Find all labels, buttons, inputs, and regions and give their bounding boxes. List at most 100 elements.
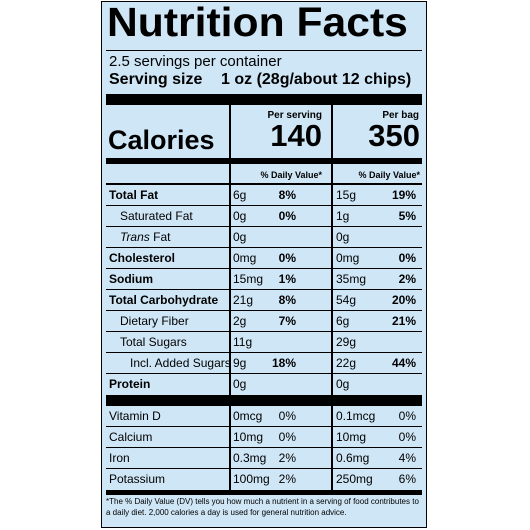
nutrient-row-dietary-fiber: Dietary Fiber 2g 7% 6g 21% [106,311,422,332]
dv-per-bag: 0% [398,409,416,423]
amount-per-serving: 6g [233,188,247,202]
dv-per-serving: 2% [278,451,296,465]
calories-per-serving: 140 [270,118,322,153]
title-rule [106,50,422,51]
amount-per-bag: 250mg [336,472,373,486]
nutrient-name: Dietary Fiber [120,314,189,328]
dv-per-bag: 21% [391,314,416,328]
column-divider-serving [229,105,231,490]
amount-per-serving: 0mcg [233,409,263,423]
vitamin-row-calcium: Calcium 10mg 0% 10mg 0% [106,427,422,448]
nutrient-name: Saturated Fat [120,209,193,223]
nutrition-facts-label: Nutrition Facts 2.5 servings per contain… [101,0,427,528]
vitamin-row-iron: Iron 0.3mg 2% 0.6mg 4% [106,448,422,469]
nutrient-name: Cholesterol [109,251,176,265]
per-serving-header: Per serving [267,110,322,121]
nutrient-name: Incl. Added Sugars [130,356,231,370]
amount-per-bag: 0g [336,377,350,391]
nutrient-row-total-fat: Total Fat 6g 8% 15g 19% [106,185,422,206]
nutrient-row-saturated-fat: Saturated Fat 0g 0% 1g 5% [106,206,422,227]
footnote-divider [106,490,422,495]
nutrient-row-total-carbohydrate: Total Carbohydrate 21g 8% 54g 20% [106,290,422,311]
amount-per-bag: 0.1mcg [336,409,376,423]
dv-per-serving: 8% [278,293,296,307]
nutrient-name: Sodium [109,272,153,286]
dv-header-bag: % Daily Value* [358,170,420,180]
amount-per-serving: 21g [233,293,254,307]
amount-per-serving: 2g [233,314,247,328]
amount-per-bag: 6g [336,314,350,328]
dv-per-bag: 0% [398,251,416,265]
dv-per-serving: 0% [278,409,296,423]
nutrient-row-added-sugars: Incl. Added Sugars 9g 18% 22g 44% [106,353,422,374]
dv-per-bag: 6% [398,472,416,486]
vitamin-row-vitamin-d: Vitamin D 0mcg 0% 0.1mcg 0% [106,406,422,427]
amount-per-serving: 11g [233,335,253,349]
amount-per-serving: 9g [233,356,247,370]
nutrient-name: Vitamin D [109,409,161,423]
amount-per-serving: 15mg [233,272,264,286]
thick-divider-vitamins [106,395,422,406]
amount-per-serving: 0g [233,209,247,223]
dv-per-bag: 4% [398,451,416,465]
serving-size-value: 1 oz (28g/about 12 chips) [221,71,412,88]
dv-per-serving: 0% [278,209,296,223]
nutrient-name: Total Sugars [120,335,187,349]
dv-per-serving: 2% [278,472,296,486]
calories-label: Calories [108,125,215,155]
amount-per-serving: 0g [233,230,247,244]
amount-per-bag: 1g [336,209,350,223]
dv-per-serving: 18% [271,356,296,370]
nutrient-name: Potassium [109,472,166,486]
nutrient-row-total-sugars: Total Sugars 11g 29g [106,332,422,353]
amount-per-serving: 0.3mg [233,451,267,465]
calories-divider [106,158,422,164]
nutrient-name: Total Fat [109,188,159,202]
dv-divider [106,183,422,185]
amount-per-bag: 54g [336,293,357,307]
nutrient-name: Iron [109,451,130,465]
amount-per-serving: 0mg [233,251,257,265]
dv-per-bag: 5% [398,209,416,223]
amount-per-serving: 100mg [233,472,270,486]
dv-per-serving: 0% [278,251,296,265]
amount-per-bag: 22g [336,356,357,370]
nutrient-row-cholesterol: Cholesterol 0mg 0% 0mg 0% [106,248,422,269]
nutrient-name: Protein [109,377,151,391]
dv-per-serving: 1% [278,272,296,286]
vitamin-row-potassium: Potassium 100mg 2% 250mg 6% [106,469,422,490]
thick-divider-top [106,94,422,105]
dv-per-bag: 20% [391,293,416,307]
amount-per-serving: 0g [233,377,247,391]
dv-header-serving: % Daily Value* [260,170,322,180]
dv-per-serving: 7% [278,314,296,328]
nutrient-name: Trans Fat [120,230,170,244]
amount-per-bag: 15g [336,188,357,202]
label-title: Nutrition Facts [107,0,408,45]
trans-italic: Trans [120,230,150,244]
per-bag-header: Per bag [382,110,419,121]
amount-per-bag: 10mg [336,430,367,444]
amount-per-bag: 35mg [336,272,367,286]
nutrient-row-sodium: Sodium 15mg 1% 35mg 2% [106,269,422,290]
amount-per-bag: 0g [336,230,350,244]
dv-per-bag: 44% [391,356,416,370]
amount-per-bag: 29g [336,335,357,349]
servings-per-container: 2.5 servings per container [109,53,282,70]
dv-per-bag: 19% [391,188,416,202]
nutrient-name: Total Carbohydrate [109,293,219,307]
footnote: *The % Daily Value (DV) tells you how mu… [106,497,419,517]
dv-per-serving: 8% [278,188,296,202]
nutrient-name: Calcium [109,430,153,444]
column-divider-bag [331,105,333,490]
amount-per-bag: 0mg [336,251,360,265]
amount-per-bag: 0.6mg [336,451,370,465]
dv-per-bag: 2% [398,272,416,286]
calories-per-bag: 350 [368,118,420,153]
nutrient-row-protein: Protein 0g 0g [106,374,422,395]
dv-per-serving: 0% [278,430,296,444]
nutrient-row-trans-fat: Trans Fat 0g 0g [106,227,422,248]
amount-per-serving: 10mg [233,430,264,444]
dv-per-bag: 0% [398,430,416,444]
serving-size-label: Serving size [109,71,203,88]
